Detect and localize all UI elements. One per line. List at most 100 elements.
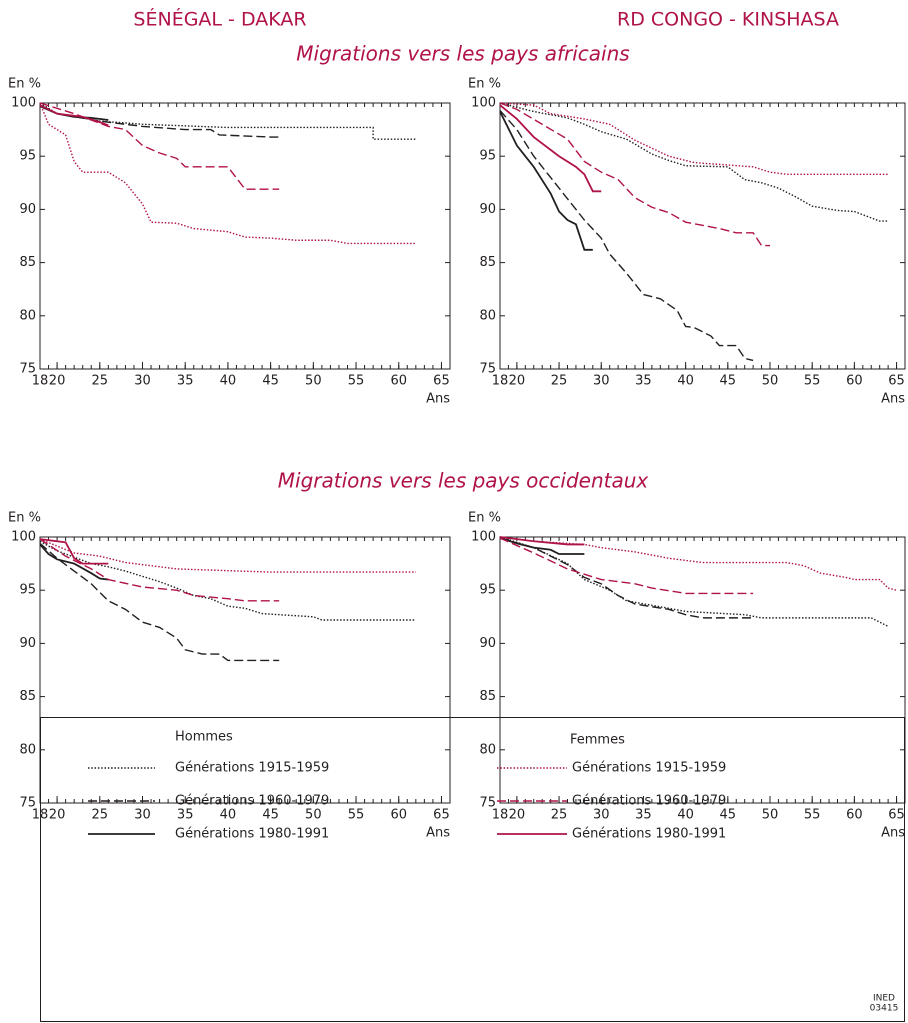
y-tick-label: 95: [19, 149, 36, 164]
y-axis-label: En %: [8, 77, 41, 92]
x-tick-label: 50: [305, 374, 322, 389]
x-tick-label: 50: [762, 374, 779, 389]
y-tick-label: 95: [479, 149, 496, 164]
x-tick-label: 40: [677, 374, 694, 389]
x-axis-label: Ans: [426, 392, 450, 407]
y-tick-label: 95: [19, 583, 36, 598]
data-line: [39, 542, 280, 662]
source: 03415: [870, 1004, 899, 1014]
y-tick-label: 100: [11, 96, 36, 111]
y-tick-label: 80: [19, 742, 36, 757]
x-tick-label: 60: [846, 808, 863, 823]
legend-heading: Femmes: [570, 733, 625, 748]
x-tick-label: 20: [49, 808, 66, 823]
y-tick-label: 100: [471, 530, 496, 545]
data-line: [499, 537, 754, 619]
x-tick-label: 65: [433, 808, 450, 823]
x-tick-label: 55: [348, 374, 365, 389]
x-tick-label: 65: [888, 808, 905, 823]
data-line: [39, 540, 416, 621]
x-tick-label: 35: [177, 808, 194, 823]
data-line: [499, 102, 889, 222]
legend-label: Générations 1960-1979: [572, 794, 726, 809]
data-line: [39, 104, 280, 138]
y-tick-label: 85: [19, 689, 36, 704]
data-line: [499, 536, 585, 546]
x-tick-label: 30: [134, 808, 151, 823]
data-line: [39, 543, 109, 581]
x-tick-label: 25: [551, 808, 568, 823]
y-tick-label: 80: [479, 742, 496, 757]
data-line: [39, 538, 280, 602]
y-tick-label: 85: [479, 255, 496, 270]
x-tick-label: 40: [220, 374, 237, 389]
y-tick-label: 80: [19, 308, 36, 323]
legend-label: Générations 1980-1991: [572, 827, 726, 842]
y-tick-label: 90: [19, 636, 36, 651]
legend-label: Générations 1960-1979: [175, 794, 329, 809]
x-tick-label: 18: [492, 808, 509, 823]
data-line: [499, 102, 770, 247]
y-tick-label: 85: [479, 689, 496, 704]
y-tick-label: 100: [11, 530, 36, 545]
x-tick-label: 60: [846, 374, 863, 389]
y-tick-label: 85: [19, 255, 36, 270]
legend-label: Générations 1915-1959: [175, 761, 329, 776]
legend-label: Générations 1915-1959: [572, 761, 726, 776]
x-tick-label: 55: [804, 374, 821, 389]
y-tick-label: 90: [19, 202, 36, 217]
y-tick-label: 75: [479, 796, 496, 811]
data-line: [499, 537, 585, 555]
x-tick-label: 40: [220, 808, 237, 823]
plot-frame: [39, 102, 451, 370]
x-tick-label: 25: [551, 374, 568, 389]
x-tick-label: 45: [720, 374, 737, 389]
y-axis-label: En %: [468, 77, 501, 92]
data-line: [499, 537, 754, 595]
legend-heading: Hommes: [175, 730, 233, 745]
x-tick-label: 65: [433, 374, 450, 389]
data-line: [499, 536, 889, 628]
y-tick-label: 75: [19, 362, 36, 377]
x-tick-label: 30: [134, 374, 151, 389]
data-line: [39, 105, 109, 121]
plot-frame: [499, 102, 906, 370]
legend-label: Générations 1980-1991: [175, 827, 329, 842]
y-tick-label: 75: [479, 362, 496, 377]
x-tick-label: 55: [348, 808, 365, 823]
x-axis-label: Ans: [881, 826, 905, 841]
data-line: [499, 111, 593, 251]
row-title: Migrations vers les pays africains: [296, 42, 629, 66]
x-tick-label: 50: [305, 808, 322, 823]
x-tick-label: 20: [509, 808, 526, 823]
x-tick-label: 50: [762, 808, 779, 823]
x-tick-label: 30: [593, 808, 610, 823]
x-tick-label: 18: [492, 374, 509, 389]
data-line: [499, 109, 754, 362]
x-tick-label: 60: [390, 374, 407, 389]
data-line: [499, 104, 602, 193]
x-tick-label: 25: [92, 808, 109, 823]
column-title: SÉNÉGAL - DAKAR: [133, 8, 306, 31]
x-tick-label: 30: [593, 374, 610, 389]
data-line: [39, 102, 416, 245]
data-line: [39, 538, 109, 565]
y-tick-label: 95: [479, 583, 496, 598]
x-axis-label: Ans: [426, 826, 450, 841]
x-tick-label: 35: [635, 808, 652, 823]
x-tick-label: 65: [888, 374, 905, 389]
x-tick-label: 25: [92, 374, 109, 389]
x-tick-label: 60: [390, 808, 407, 823]
data-line: [39, 104, 109, 127]
y-axis-label: En %: [468, 511, 501, 526]
x-tick-label: 18: [32, 374, 49, 389]
y-tick-label: 80: [479, 308, 496, 323]
x-tick-label: 55: [804, 808, 821, 823]
row-title: Migrations vers les pays occidentaux: [278, 469, 649, 493]
column-title: RD CONGO - KINSHASA: [617, 9, 839, 31]
data-line: [499, 536, 897, 591]
legend-box: [40, 717, 905, 1022]
x-tick-label: 45: [262, 374, 279, 389]
y-tick-label: 90: [479, 202, 496, 217]
